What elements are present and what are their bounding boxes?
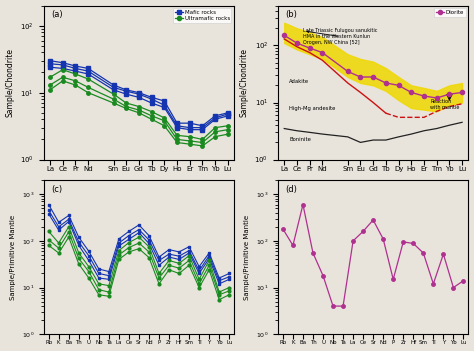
Text: (c): (c) — [51, 185, 63, 194]
Text: Boninite: Boninite — [289, 137, 311, 142]
Y-axis label: Sample/Chondrite: Sample/Chondrite — [6, 48, 15, 117]
Y-axis label: Sample/Chondrite: Sample/Chondrite — [240, 48, 249, 117]
Text: Late Triassic Fulugou sanukitic
HMA in the Western Kunlun
Orogen, NW China [52]: Late Triassic Fulugou sanukitic HMA in t… — [303, 28, 378, 45]
Text: (d): (d) — [285, 185, 297, 194]
Y-axis label: Sample/Primitive Mantle: Sample/Primitive Mantle — [10, 214, 16, 300]
Y-axis label: Sample/Primitive Mantle: Sample/Primitive Mantle — [244, 214, 250, 300]
Text: (b): (b) — [285, 10, 297, 19]
Text: (a): (a) — [51, 10, 63, 19]
Legend: Diorite: Diorite — [434, 8, 465, 16]
Text: Adakite: Adakite — [289, 79, 310, 84]
Legend: Mafic rocks, Ultramafic rocks: Mafic rocks, Ultramafic rocks — [173, 8, 231, 23]
Text: High-Mg andesite: High-Mg andesite — [289, 106, 336, 111]
Text: Reaction
with mantle: Reaction with mantle — [430, 99, 460, 110]
